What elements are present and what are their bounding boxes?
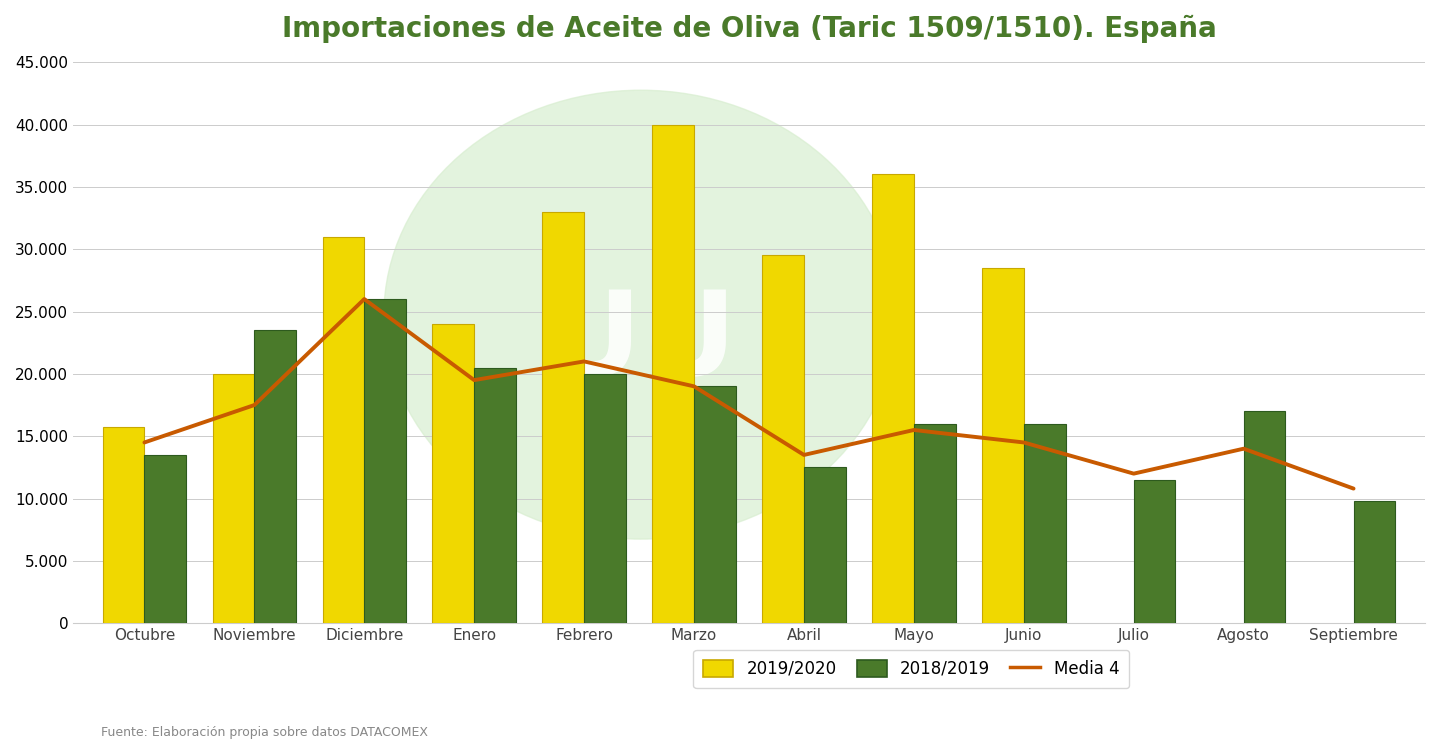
Bar (364, 299, 406, 623)
Bar (213, 374, 255, 623)
Text: Fuente: Elaboración propia sobre datos DATACOMEX: Fuente: Elaboración propia sobre datos D… (101, 726, 428, 739)
Bar (804, 467, 845, 623)
Ellipse shape (384, 90, 897, 539)
Bar (432, 324, 474, 623)
Bar (914, 424, 956, 623)
Bar (1133, 480, 1175, 623)
Bar (982, 268, 1024, 623)
Bar (255, 330, 297, 623)
Text: UU: UU (544, 285, 737, 400)
Bar (543, 211, 585, 623)
Bar (694, 386, 736, 623)
Title: Importaciones de Aceite de Oliva (Taric 1509/1510). España: Importaciones de Aceite de Oliva (Taric … (282, 15, 1217, 44)
Bar (323, 237, 364, 623)
Bar (102, 427, 144, 623)
Bar (144, 455, 186, 623)
Legend: 2019/2020, 2018/2019, Media 4: 2019/2020, 2018/2019, Media 4 (693, 650, 1129, 688)
Bar (474, 368, 516, 623)
Bar (1354, 501, 1395, 623)
Bar (585, 374, 626, 623)
Bar (1024, 424, 1066, 623)
Bar (652, 124, 694, 623)
Bar (762, 256, 804, 623)
Bar (873, 175, 914, 623)
Bar (1244, 411, 1286, 623)
